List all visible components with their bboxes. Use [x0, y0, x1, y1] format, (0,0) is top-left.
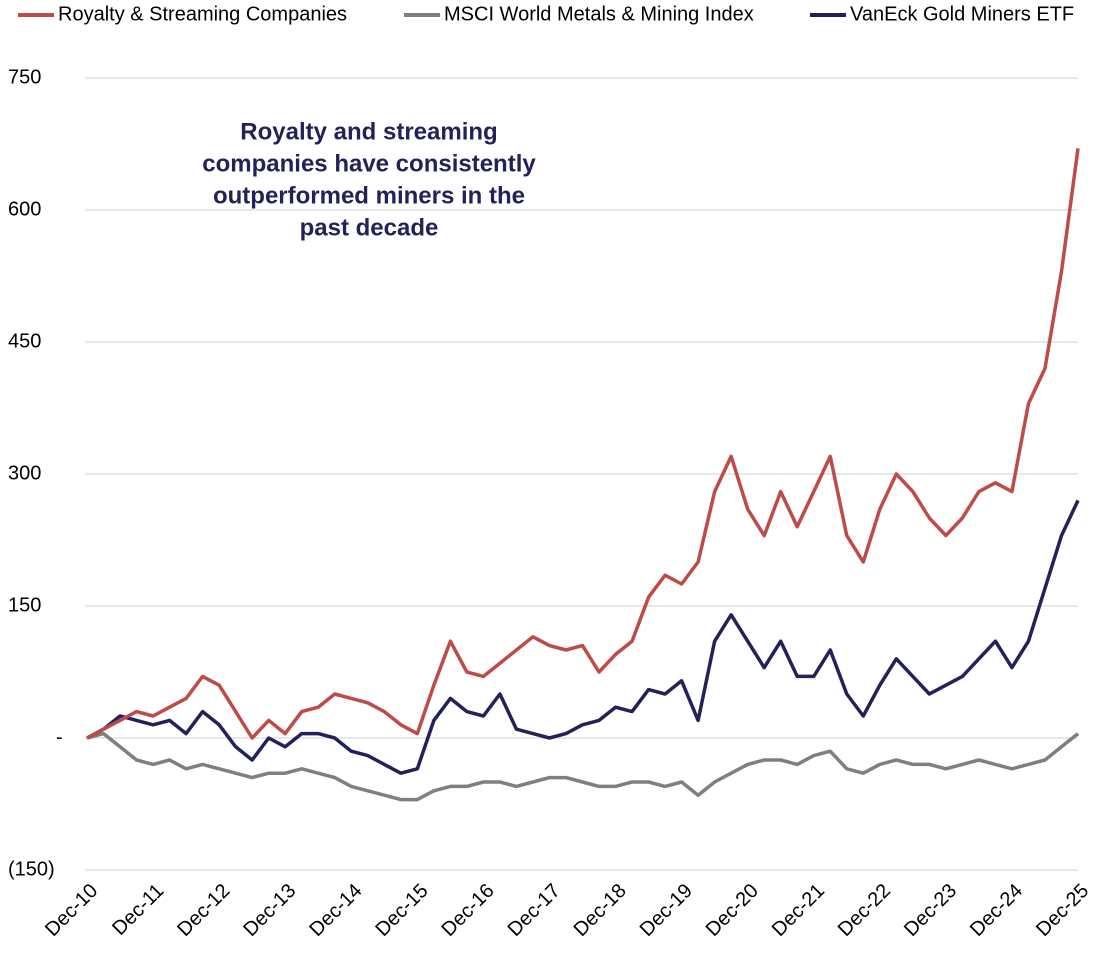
x-tick-label: Dec-20	[702, 880, 763, 941]
y-tick-label: 750	[8, 66, 41, 88]
x-tick-label: Dec-19	[636, 880, 697, 941]
y-tick-label: 300	[8, 462, 41, 484]
x-tick-label: Dec-10	[41, 880, 102, 941]
annotation: Royalty and streaming	[240, 118, 497, 145]
lines	[86, 148, 1080, 802]
legend-label: Royalty & Streaming Companies	[58, 3, 347, 25]
x-tick-label: Dec-15	[371, 880, 432, 941]
legend-label: VanEck Gold Miners ETF	[850, 3, 1074, 25]
annotation: companies have consistently	[202, 150, 536, 177]
y-tick-label: 450	[8, 330, 41, 352]
legend: Royalty & Streaming Companies MSCI World …	[18, 3, 1074, 25]
y-tick-label: 150	[8, 594, 41, 616]
x-tick-label: Dec-21	[768, 880, 829, 941]
annotation: past decade	[300, 214, 439, 241]
y-tick-label: -	[56, 726, 63, 748]
series-line	[86, 148, 1080, 740]
x-tick-label: Dec-23	[900, 880, 961, 941]
x-tick-label: Dec-24	[966, 880, 1027, 941]
y-tick-label: 600	[8, 198, 41, 220]
x-tick-label: Dec-13	[239, 880, 300, 941]
x-tick-label: Dec-11	[108, 880, 168, 940]
legend-label: MSCI World Metals & Mining Index	[444, 3, 754, 25]
x-tick-label: Dec-16	[438, 880, 499, 941]
series-line	[86, 499, 1080, 775]
x-tick-label: Dec-14	[305, 880, 366, 941]
annotation: outperformed miners in the	[213, 182, 525, 209]
series-line	[86, 731, 1080, 802]
x-tick-label: Dec-22	[834, 880, 895, 941]
x-tick-label: Dec-12	[173, 880, 234, 941]
y-tick-label: (150)	[8, 858, 55, 880]
x-tick-label: Dec-17	[504, 880, 565, 941]
x-tick-label: Dec-18	[570, 880, 631, 941]
x-tick-label: Dec-25	[1032, 880, 1093, 941]
